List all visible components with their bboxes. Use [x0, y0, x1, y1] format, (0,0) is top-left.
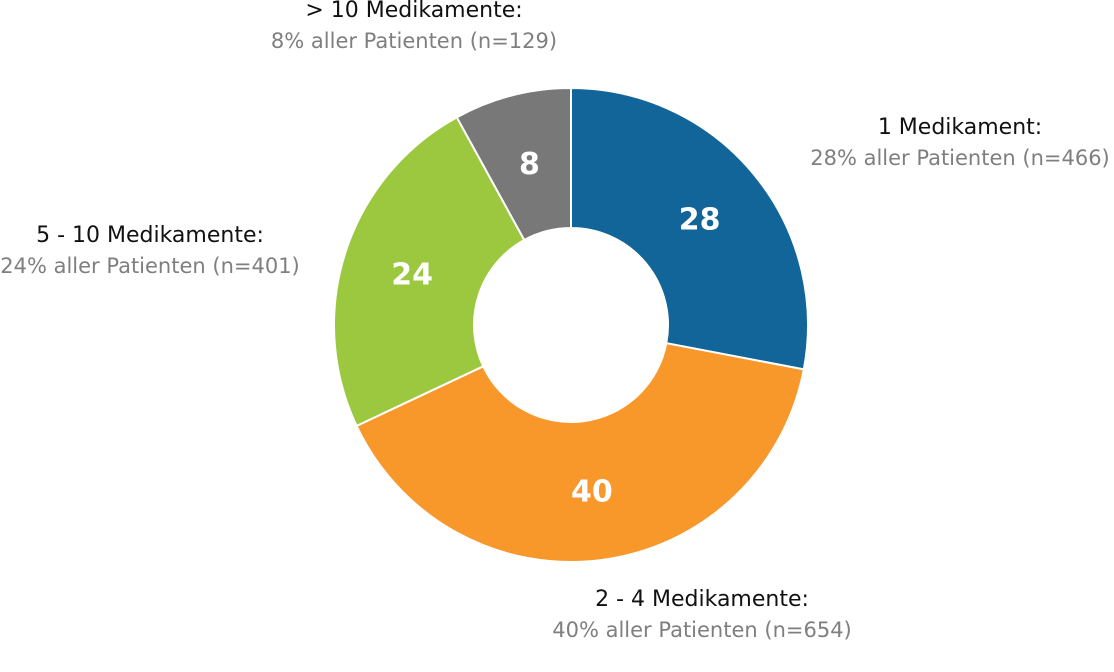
slice-value-label-2: 40 [571, 475, 613, 510]
category-label-2: 2 - 4 Medikamente: [595, 587, 809, 612]
category-label-1: 1 Medikament: [878, 115, 1042, 140]
slice-value-label-3: 24 [391, 257, 433, 292]
annotation-label-4: 8% aller Patienten (n=129) [271, 29, 557, 53]
slices-group [333, 86, 809, 563]
annotation-label-3: 24% aller Patienten (n=401) [0, 254, 300, 278]
category-label-4: > 10 Medikamente: [305, 0, 522, 23]
slice-4 [455, 86, 572, 242]
slice-1 [570, 86, 809, 371]
slice-value-label-4: 8 [519, 147, 540, 182]
value-labels-group: 28 40 24 8 [391, 147, 720, 509]
category-label-3: 5 - 10 Medikamente: [36, 223, 264, 248]
slice-2 [355, 342, 805, 563]
slice-3 [333, 115, 526, 428]
annotation-label-1: 28% aller Patienten (n=466) [810, 146, 1110, 170]
slice-value-label-1: 28 [679, 203, 721, 238]
annotation-label-2: 40% aller Patienten (n=654) [552, 618, 852, 642]
